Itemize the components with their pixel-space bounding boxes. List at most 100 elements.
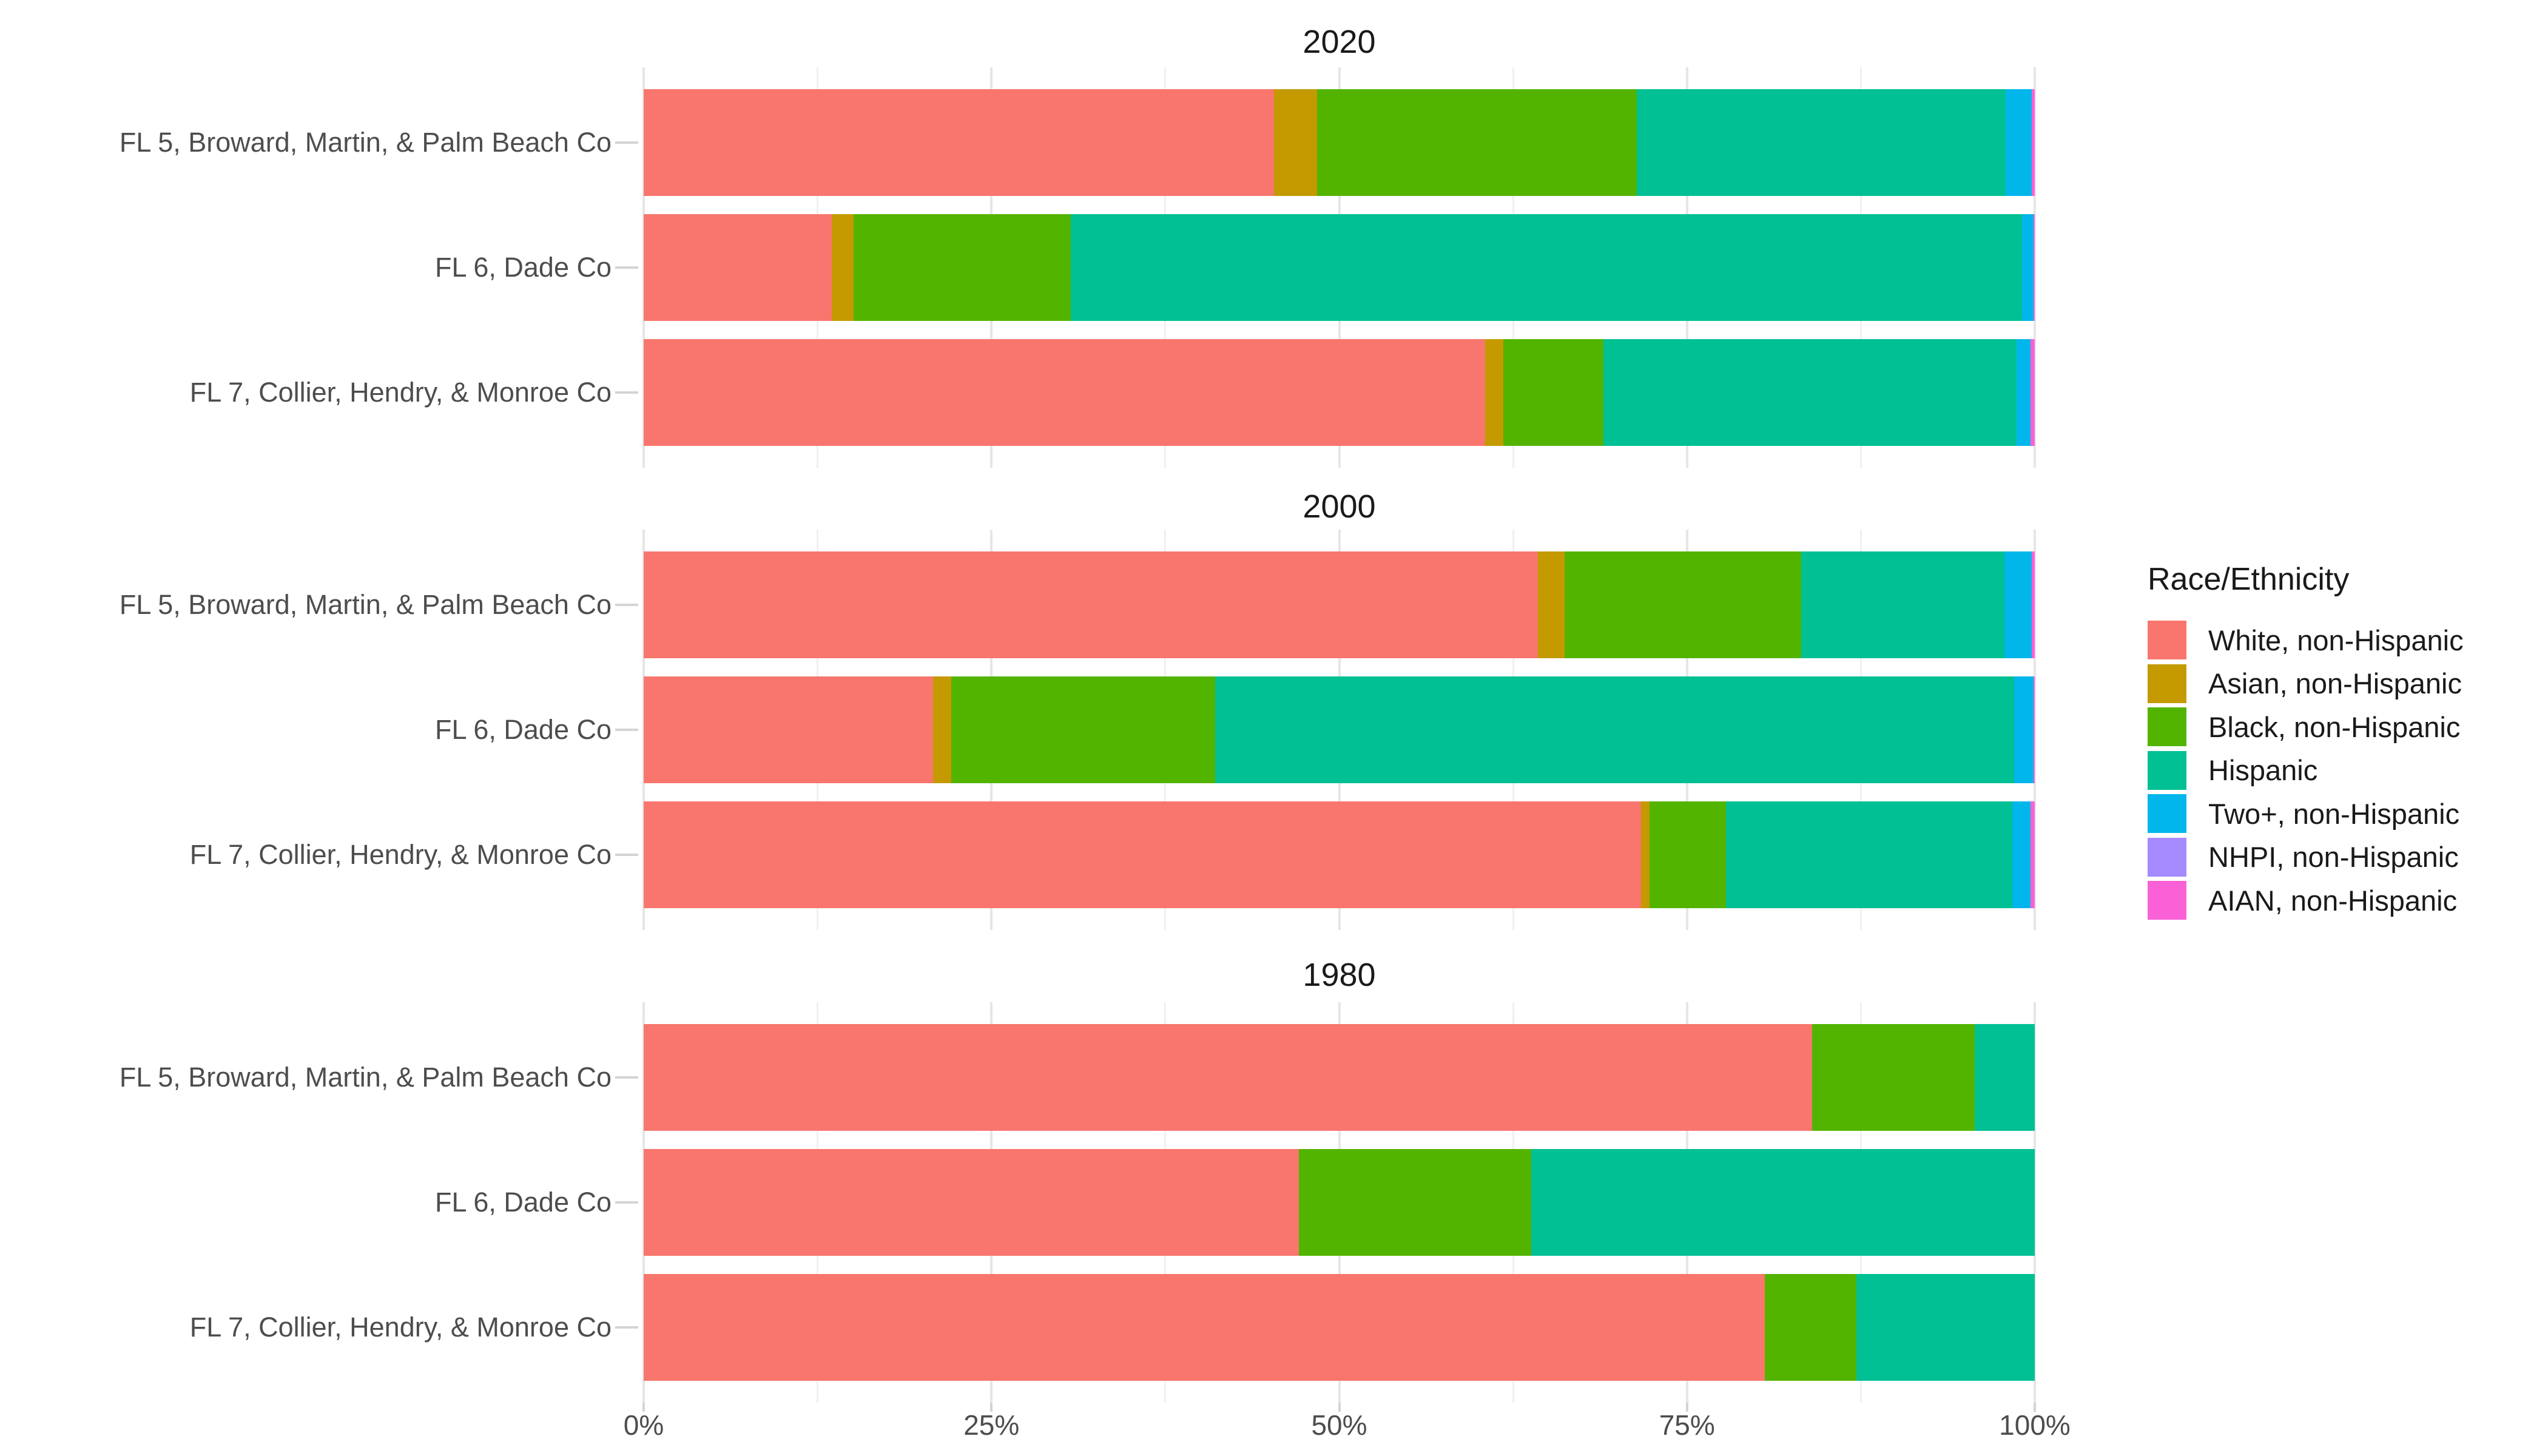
legend-label-nhpi: NHPI, non-Hispanic <box>2208 841 2459 873</box>
y-axis-label: FL 5, Broward, Martin, & Palm Beach Co <box>119 1062 612 1093</box>
bar-segment-aian <box>2032 89 2035 196</box>
bar-segment-white <box>644 89 1274 196</box>
legend-swatch-two-plus <box>2148 794 2186 833</box>
legend-item-two-plus: Two+, non-Hispanic <box>2148 794 2459 833</box>
bar-segment-hispanic <box>1801 551 2004 658</box>
major-gridline <box>2034 67 2036 468</box>
x-axis-label: 100% <box>1999 1409 2071 1441</box>
bar-segment-hispanic <box>1975 1024 2035 1131</box>
bar-segment-two-plus <box>2004 551 2032 658</box>
bar-segment-black <box>1503 339 1604 446</box>
legend-label-aian: AIAN, non-Hispanic <box>2208 884 2458 917</box>
legend-swatch-white <box>2148 621 2186 659</box>
y-axis-tick <box>615 391 638 394</box>
bar-segment-black <box>1765 1274 1857 1381</box>
legend-item-nhpi: NHPI, non-Hispanic <box>2148 837 2459 877</box>
y-axis-label: FL 5, Broward, Martin, & Palm Beach Co <box>119 589 612 620</box>
legend-label-black: Black, non-Hispanic <box>2208 710 2461 743</box>
bar-segment-hispanic <box>1070 214 2023 321</box>
bar-2000-row3 <box>644 801 2035 908</box>
bar-segment-aian <box>2031 339 2035 446</box>
bar-segment-black <box>1316 89 1637 196</box>
y-axis-label: FL 6, Dade Co <box>435 252 612 283</box>
x-axis-tick <box>1685 1403 1688 1412</box>
bar-segment-aian <box>2032 551 2035 658</box>
legend-label-white: White, non-Hispanic <box>2208 624 2464 656</box>
bar-segment-asian <box>1641 801 1650 908</box>
legend: Race/Ethnicity White, non-Hispanic Asian,… <box>2148 561 2464 920</box>
bar-segment-two-plus <box>2017 339 2031 446</box>
bar-segment-hispanic <box>1725 801 2013 908</box>
legend-swatch-nhpi <box>2148 837 2186 877</box>
bar-segment-two-plus <box>2014 676 2034 783</box>
bar-2020-row2 <box>644 214 2035 321</box>
legend-item-black: Black, non-Hispanic <box>2148 707 2460 746</box>
bar-segment-white <box>644 801 1642 908</box>
bar-segment-white <box>644 1274 1765 1381</box>
bar-segment-two-plus <box>2005 89 2032 196</box>
legend-label-hispanic: Hispanic <box>2208 754 2318 786</box>
legend-swatch-aian <box>2148 881 2186 920</box>
major-gridline <box>2034 530 2036 930</box>
bar-segment-aian <box>2031 801 2035 908</box>
y-axis-tick <box>615 141 638 144</box>
bar-1980-row1 <box>644 1024 2035 1131</box>
bar-segment-asian <box>1273 89 1317 196</box>
bar-segment-hispanic <box>1603 339 2017 446</box>
bar-segment-asian <box>831 214 854 321</box>
bar-segment-asian <box>1485 339 1504 446</box>
y-axis-label: FL 7, Collier, Hendry, & Monroe Co <box>189 1312 612 1343</box>
bar-2000-row2 <box>644 676 2035 783</box>
bar-1980-row2 <box>644 1149 2035 1256</box>
legend-item-aian: AIAN, non-Hispanic <box>2148 881 2457 920</box>
y-axis-tick <box>615 1076 638 1079</box>
bar-segment-hispanic <box>1531 1149 2035 1256</box>
facet-title-1980: 1980 <box>1303 957 1376 993</box>
bar-segment-white <box>644 676 933 783</box>
x-axis-label: 0% <box>623 1409 664 1441</box>
y-axis-tick <box>615 266 638 269</box>
x-axis-tick <box>2034 1403 2036 1412</box>
bar-segment-black <box>1299 1149 1531 1256</box>
y-axis-tick <box>615 604 638 606</box>
facet-title-2020: 2020 <box>1303 24 1376 60</box>
bar-segment-two-plus <box>2022 214 2034 321</box>
bar-segment-black <box>854 214 1071 321</box>
y-axis-label: FL 5, Broward, Martin, & Palm Beach Co <box>119 127 612 158</box>
legend-item-white: White, non-Hispanic <box>2148 621 2464 659</box>
bar-segment-two-plus <box>2012 801 2031 908</box>
bar-segment-white <box>644 551 1539 658</box>
y-axis-label: FL 6, Dade Co <box>435 1187 612 1218</box>
bar-segment-hispanic <box>1856 1274 2035 1381</box>
x-axis-label: 75% <box>1659 1409 1715 1441</box>
y-axis-tick <box>615 1201 638 1204</box>
x-axis-tick <box>642 1403 645 1412</box>
legend-label-two-plus: Two+, non-Hispanic <box>2208 797 2460 830</box>
y-axis-tick <box>615 1326 638 1329</box>
bar-2020-row3 <box>644 339 2035 446</box>
major-gridline <box>2034 1002 2036 1403</box>
bar-segment-white <box>644 1024 1813 1131</box>
bar-segment-aian <box>2033 214 2035 321</box>
y-axis-tick <box>615 729 638 731</box>
legend-title: Race/Ethnicity <box>2148 562 2350 597</box>
bar-segment-white <box>644 214 832 321</box>
legend-item-asian: Asian, non-Hispanic <box>2148 664 2462 703</box>
bar-segment-asian <box>1538 551 1565 658</box>
bar-segment-asian <box>932 676 951 783</box>
bar-segment-hispanic <box>1637 89 2006 196</box>
bar-segment-white <box>644 339 1486 446</box>
bar-segment-aian <box>2033 676 2035 783</box>
bar-segment-black <box>1812 1024 1975 1131</box>
bar-2020-row1 <box>644 89 2035 196</box>
x-axis-tick <box>1338 1403 1341 1412</box>
bar-segment-black <box>951 676 1216 783</box>
y-axis-label: FL 7, Collier, Hendry, & Monroe Co <box>189 377 612 408</box>
legend-swatch-black <box>2148 707 2186 746</box>
bar-segment-hispanic <box>1215 676 2014 783</box>
y-axis-tick <box>615 854 638 856</box>
y-axis-label: FL 6, Dade Co <box>435 714 612 745</box>
bar-segment-black <box>1649 801 1726 908</box>
legend-swatch-hispanic <box>2148 750 2186 790</box>
